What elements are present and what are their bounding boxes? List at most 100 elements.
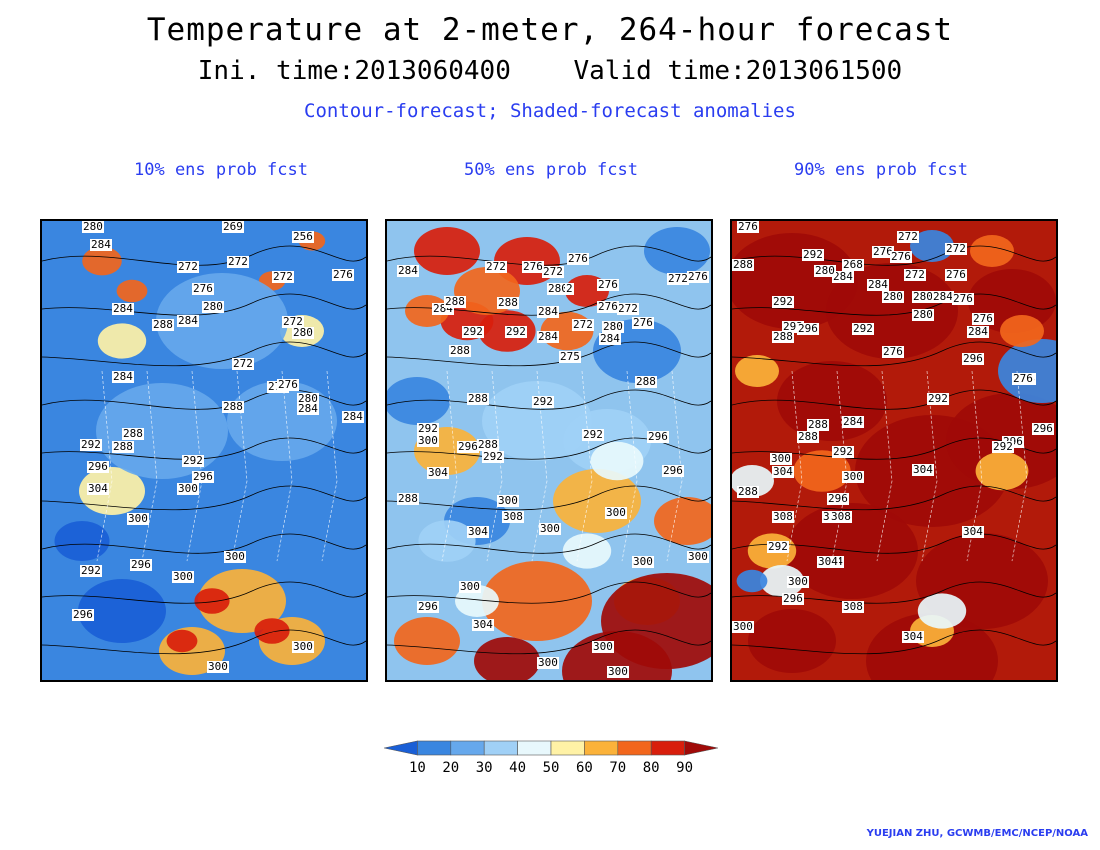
contour-label: 272 (272, 270, 294, 283)
contour-line (42, 581, 366, 604)
contour-label: 280 (602, 320, 624, 333)
contour-label: 269 (222, 220, 244, 233)
contour-label: 276 (522, 260, 544, 273)
contour-label: 284 (297, 402, 319, 415)
contour-label: 304 (817, 555, 839, 568)
contour-line (732, 629, 1056, 655)
contour-label: 288 (477, 438, 499, 451)
contour-label: 304 (902, 630, 924, 643)
contour-label: 296 (417, 600, 439, 613)
contour-label: 276 (972, 312, 994, 325)
contour-label: 275 (559, 350, 581, 363)
colorbar-segment (650, 740, 685, 756)
contour-label: 300 (732, 620, 754, 633)
contour-line (42, 629, 366, 655)
border-line (486, 370, 503, 562)
contour-label: 304 (912, 463, 934, 476)
contour-label: 288 (732, 258, 754, 271)
colorbar-segment (483, 740, 518, 756)
contour-label: 284 (90, 238, 112, 251)
contour-label: 292 (80, 564, 102, 577)
colorbar-tick-label: 60 (575, 760, 593, 776)
contour-label: 292 (772, 295, 794, 308)
contour-label: 292 (505, 325, 527, 338)
contour-label: 288 (467, 392, 489, 405)
colorbar-segment (584, 740, 619, 756)
map-shading (42, 221, 366, 680)
contour-label: 284 (932, 290, 954, 303)
contour-line (387, 389, 711, 410)
contour-label: 272 (177, 260, 199, 273)
contour-label: 296 (130, 558, 152, 571)
contour-label: 304 (472, 618, 494, 631)
colorbar-tick-label: 40 (509, 760, 527, 776)
contour-label: 288 (152, 318, 174, 331)
map-shading (387, 221, 711, 680)
contour-label: 288 (444, 295, 466, 308)
contour-line (732, 341, 1056, 367)
contour-label: 276 (1012, 372, 1034, 385)
contour-label: 304 (467, 525, 489, 538)
contour-label: 300 (537, 656, 559, 669)
contour-label: 288 (222, 400, 244, 413)
contour-label: 288 (807, 418, 829, 431)
colorbar-segment (384, 740, 418, 756)
init-time: Ini. time:2013060400 (197, 56, 511, 86)
contour-label: 296 (827, 492, 849, 505)
contour-label: 272 (485, 260, 507, 273)
contour-label: 300 (605, 506, 627, 519)
panel-title-90: 90% ens prob fcst (794, 160, 968, 180)
contour-line (42, 533, 366, 554)
contour-label: 272 (282, 315, 304, 328)
contour-label: 300 (632, 555, 654, 568)
contour-label: 300 (687, 550, 709, 563)
map-panel-50pct: 284 272 276 272 276 272 276 284 288 288 280 2 276 272… (385, 219, 713, 682)
contour-label: 296 (192, 470, 214, 483)
contour-line (387, 341, 711, 367)
contour-label: 284 (112, 302, 134, 315)
contour-line (732, 293, 1056, 316)
contour-label: 272 (227, 255, 249, 268)
colorbar-tick-label: 90 (676, 760, 694, 776)
contour-label: 300 (417, 434, 439, 447)
border-line (666, 370, 683, 562)
contour-label: 272 (904, 268, 926, 281)
contour-line (387, 485, 711, 511)
map-panel-90pct: 276 272 288 292 268 276 276 284 280 284 272 272 276 2… (730, 219, 1058, 682)
border-line (141, 370, 158, 562)
contour-line (42, 341, 366, 367)
contour-label: 296 (457, 440, 479, 453)
colorbar-tick-label: 30 (475, 760, 493, 776)
colorbar-tick-label: 10 (408, 760, 426, 776)
colorbar-tick-label: 50 (542, 760, 560, 776)
contour-label: 272 (945, 242, 967, 255)
contour-label: 272 (572, 318, 594, 331)
contour-label: 288 (449, 344, 471, 357)
contour-label: 276 (890, 250, 912, 263)
contour-label: 292 (80, 438, 102, 451)
border-line (441, 370, 458, 562)
contour-label: 300 (842, 470, 864, 483)
contour-label: 284 (842, 415, 864, 428)
contour-label: 292 (582, 428, 604, 441)
contour-line (387, 581, 711, 604)
chart-title: Temperature at 2-meter, 264-hour forecas… (146, 12, 954, 48)
contour-label: 300 (497, 494, 519, 507)
contour-line (42, 437, 366, 460)
border-line (876, 370, 893, 562)
contour-label: 284 (342, 410, 364, 423)
contour-line (732, 533, 1056, 554)
colorbar (384, 740, 718, 756)
contour-label: 280 (882, 290, 904, 303)
colorbar-tick-label: 20 (442, 760, 460, 776)
contour-label: 276 (192, 282, 214, 295)
contour-line (387, 437, 711, 460)
contour-label: 288 (397, 492, 419, 505)
contour-line (732, 485, 1056, 511)
colorbar-segment (450, 740, 485, 756)
contour-label: 300 (172, 570, 194, 583)
contour-line (732, 437, 1056, 460)
contour-label: 288 (112, 440, 134, 453)
contour-label: 300 (224, 550, 246, 563)
contour-label: 288 (122, 427, 144, 440)
